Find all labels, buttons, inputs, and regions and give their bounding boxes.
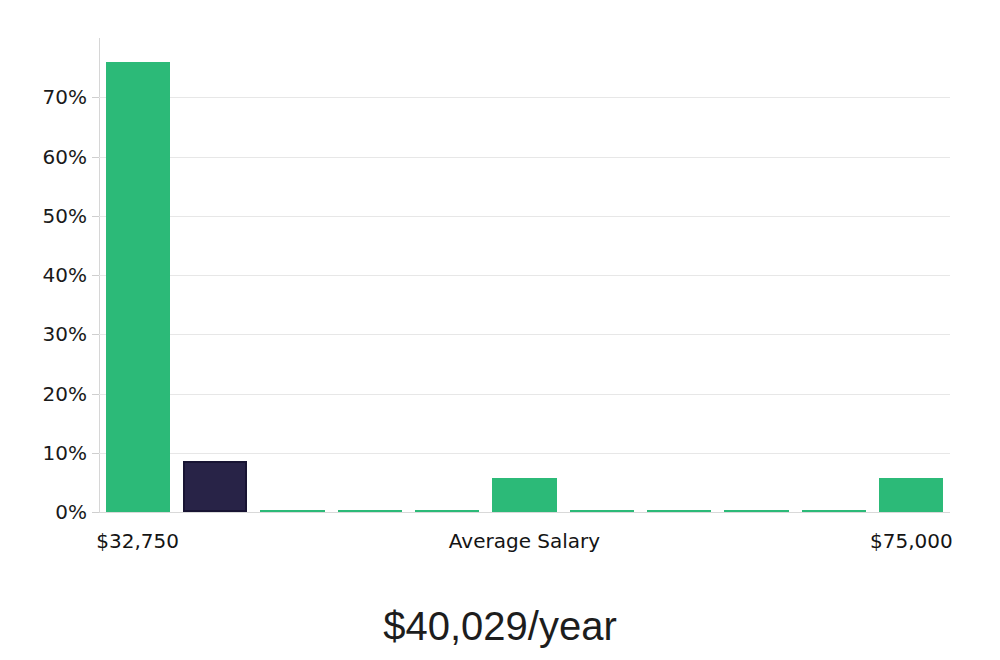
bar-1[interactable] xyxy=(106,62,170,512)
bar-9[interactable] xyxy=(724,510,788,512)
average-salary-title: $40,029/year xyxy=(0,604,1000,649)
y-tick-label-60%: 60% xyxy=(43,145,87,169)
y-tick-label-40%: 40% xyxy=(43,263,87,287)
y-tick-mark xyxy=(92,97,99,98)
y-tick-mark xyxy=(92,512,99,513)
y-tick-mark xyxy=(92,157,99,158)
chart-plot-area: 0% 10% 20% 30% 40% 50% 60% 70% $32,750 Average Sa… xyxy=(0,0,1000,660)
salary-distribution-chart: 0% 10% 20% 30% 40% 50% 60% 70% $32,750 Average Sa… xyxy=(0,0,1000,660)
y-tick-mark xyxy=(92,275,99,276)
bar-11[interactable] xyxy=(879,478,943,512)
gridline-60% xyxy=(99,157,950,158)
y-tick-label-50%: 50% xyxy=(43,204,87,228)
bar-7[interactable] xyxy=(570,510,634,512)
y-tick-mark xyxy=(92,394,99,395)
x-tick-label-6: Average Salary xyxy=(375,529,675,553)
y-tick-label-0%: 0% xyxy=(55,500,87,524)
gridline-0% xyxy=(99,512,950,513)
bar-3[interactable] xyxy=(260,510,324,512)
x-tick-label-1: $32,750 xyxy=(0,529,288,553)
bar-10[interactable] xyxy=(802,510,866,512)
bar-5[interactable] xyxy=(415,510,479,512)
y-tick-mark xyxy=(92,216,99,217)
gridline-20% xyxy=(99,394,950,395)
y-tick-label-20%: 20% xyxy=(43,382,87,406)
bar-6[interactable] xyxy=(492,478,556,512)
gridline-50% xyxy=(99,216,950,217)
gridline-40% xyxy=(99,275,950,276)
y-tick-mark xyxy=(92,334,99,335)
gridline-70% xyxy=(99,97,950,98)
y-tick-label-70%: 70% xyxy=(43,85,87,109)
bar-2[interactable] xyxy=(183,461,247,512)
bar-8[interactable] xyxy=(647,510,711,512)
x-tick-label-11: $75,000 xyxy=(761,529,1000,553)
gridline-30% xyxy=(99,334,950,335)
bar-4[interactable] xyxy=(338,510,402,512)
y-tick-label-30%: 30% xyxy=(43,322,87,346)
y-tick-mark xyxy=(92,453,99,454)
gridline-10% xyxy=(99,453,950,454)
y-tick-label-10%: 10% xyxy=(43,441,87,465)
